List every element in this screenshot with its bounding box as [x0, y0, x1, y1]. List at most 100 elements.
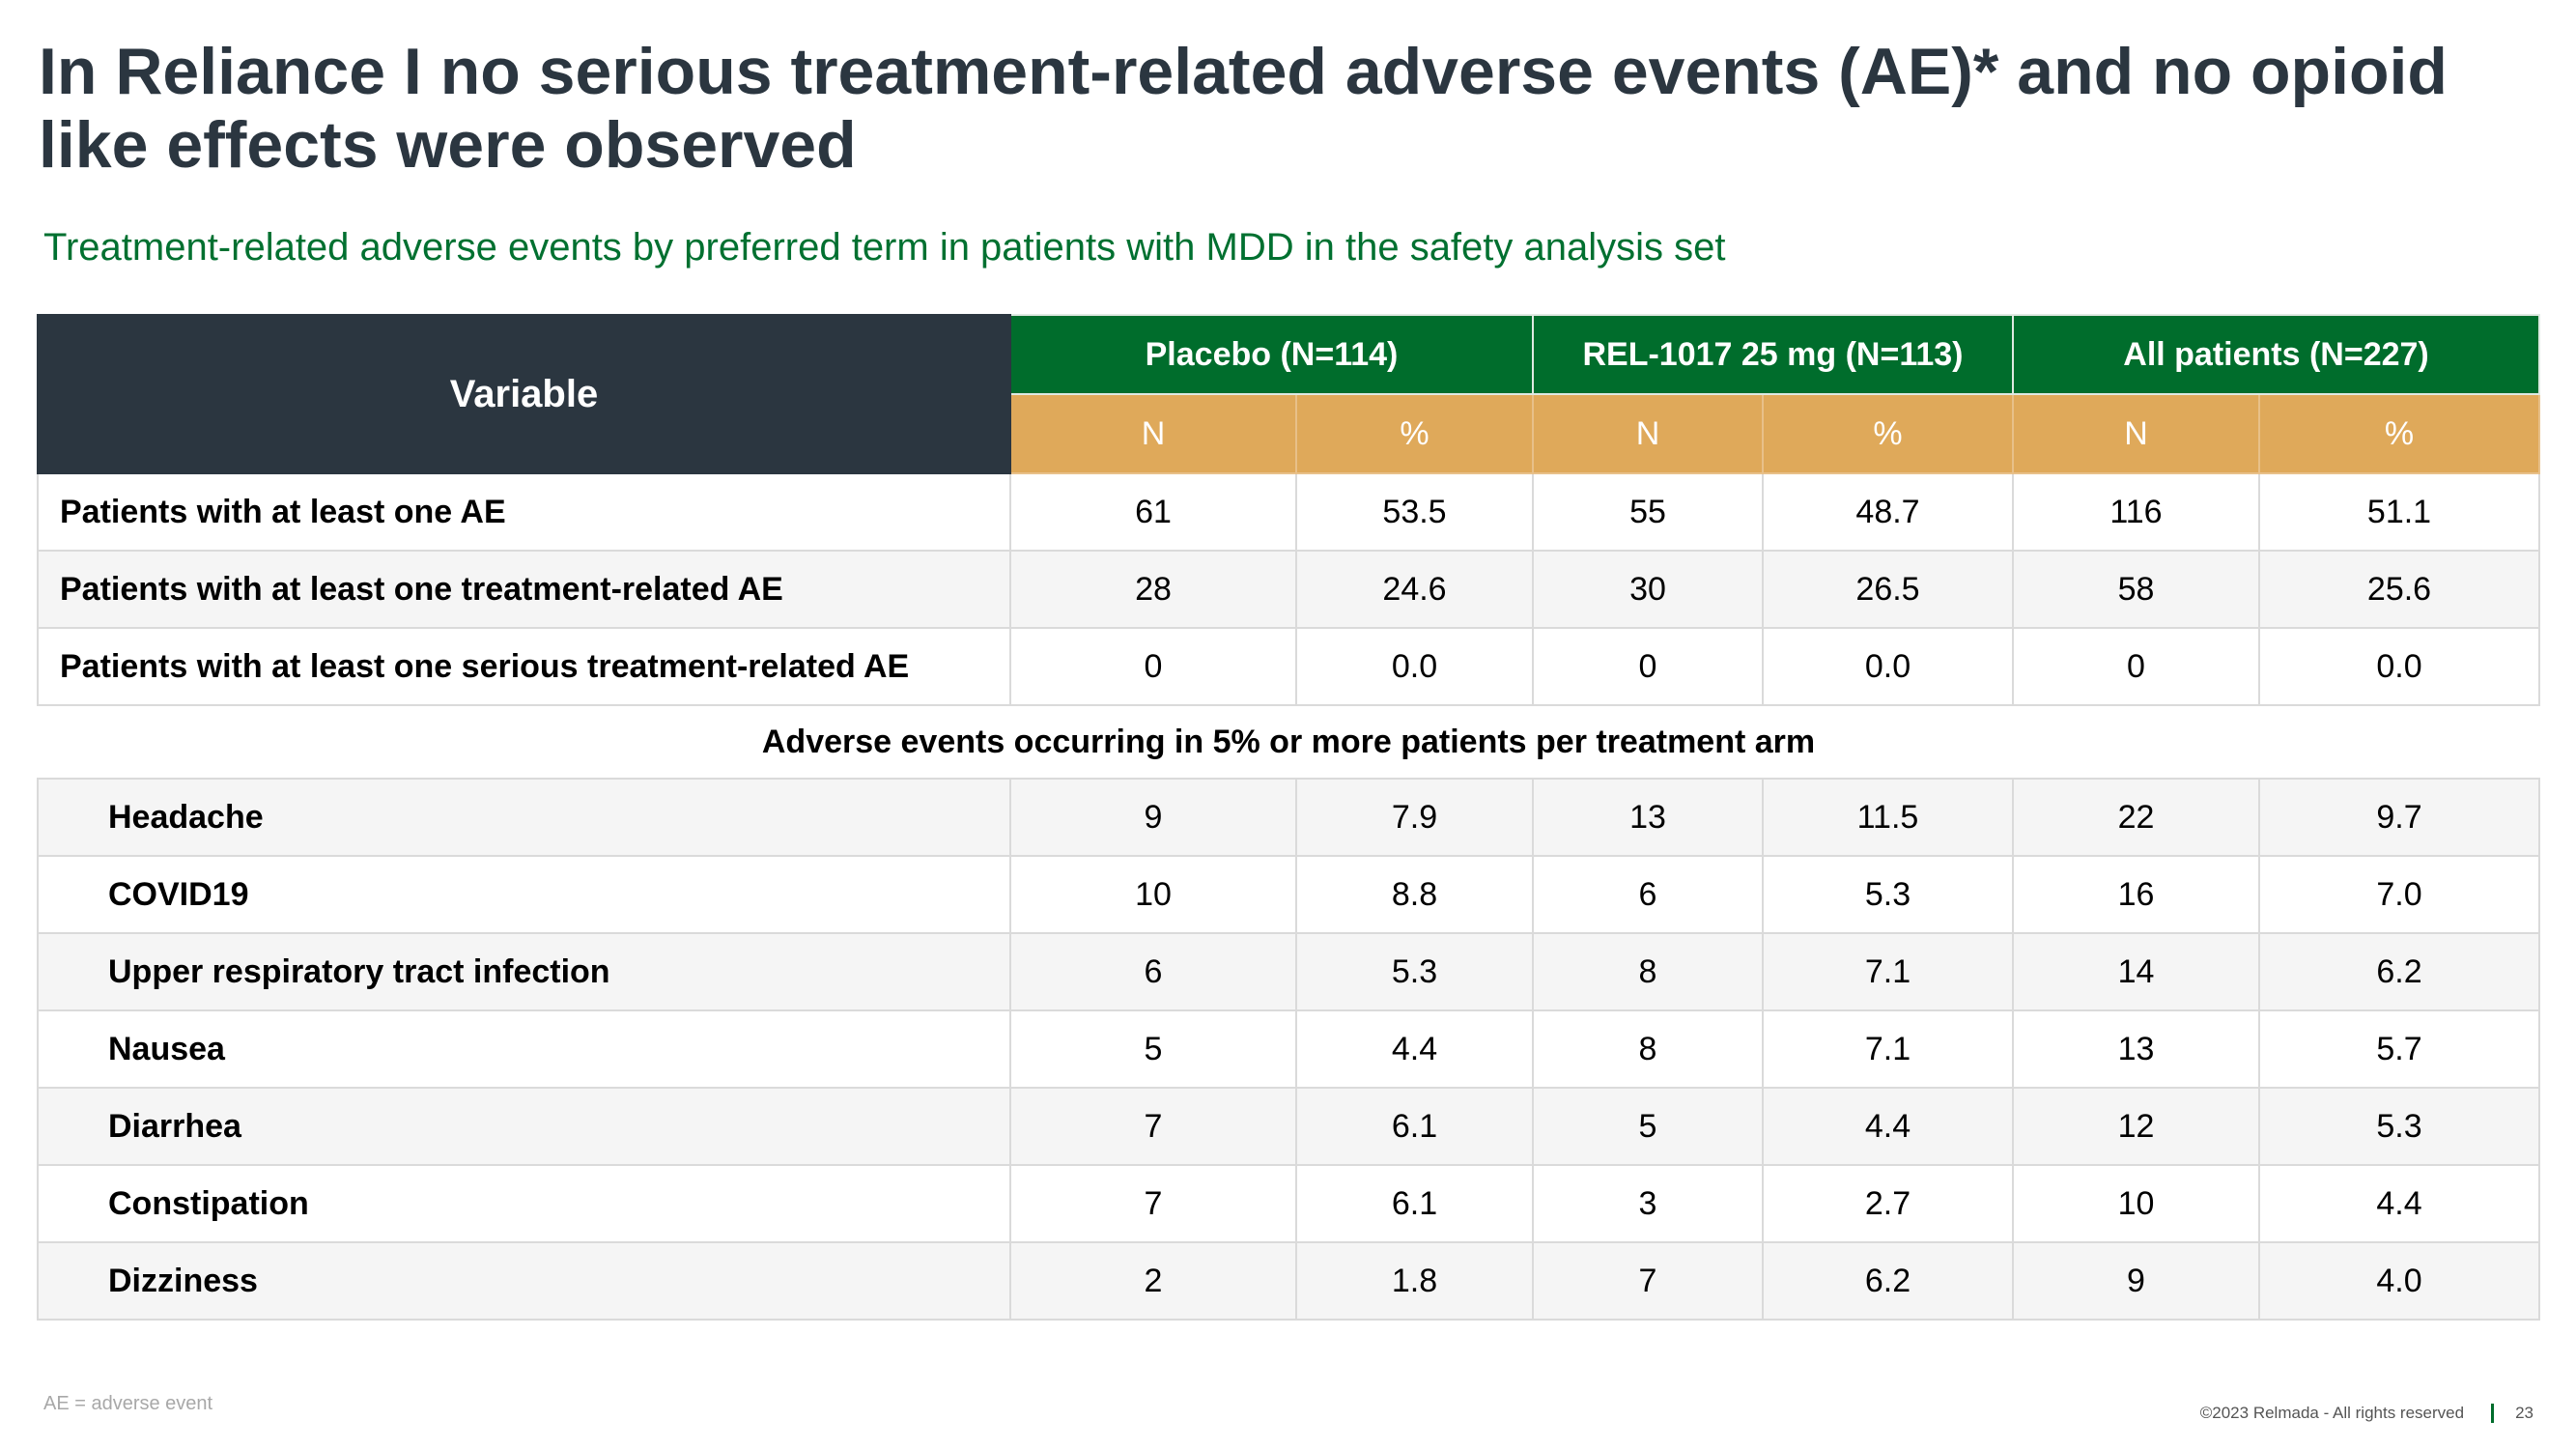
row-label: Patients with at least one AE	[37, 472, 1011, 552]
cell-count: 7	[1009, 1087, 1297, 1166]
cell-count: 5	[1532, 1087, 1764, 1166]
table-row: Headache 9 7.9 13 11.5 22 9.7	[37, 778, 2541, 857]
table-row: Upper respiratory tract infection 6 5.3 8 7.…	[37, 932, 2541, 1011]
cell-count: 5	[1009, 1009, 1297, 1089]
cell-percent: 4.4	[1295, 1009, 1534, 1089]
cell-count: 3	[1532, 1164, 1764, 1243]
cell-percent: 9.7	[2257, 778, 2541, 857]
cell-percent: 4.4	[1762, 1087, 2014, 1166]
cell-count: 22	[2012, 778, 2260, 857]
subheader-percent: %	[2257, 393, 2541, 474]
cell-count: 28	[1009, 550, 1297, 629]
cell-percent: 26.5	[1762, 550, 2014, 629]
cell-count: 9	[1009, 778, 1297, 857]
section-header-row: Adverse events occurring in 5% or more p…	[38, 704, 2540, 780]
table-row: Nausea 5 4.4 8 7.1 13 5.7	[37, 1009, 2541, 1089]
cell-percent: 7.1	[1762, 932, 2014, 1011]
row-label: Constipation	[37, 1164, 1011, 1243]
cell-percent: 53.5	[1295, 472, 1534, 552]
cell-count: 55	[1532, 472, 1764, 552]
cell-count: 7	[1532, 1241, 1764, 1321]
cell-count: 30	[1532, 550, 1764, 629]
row-label: Nausea	[37, 1009, 1011, 1089]
cell-count: 12	[2012, 1087, 2260, 1166]
cell-percent: 5.3	[2257, 1087, 2541, 1166]
cell-percent: 7.0	[2257, 855, 2541, 934]
group-header-rel-1017: REL-1017 25 mg (N=113)	[1532, 314, 2014, 395]
footer: ©2023 Relmada - All rights reserved 23	[2200, 1404, 2534, 1423]
subheader-n: N	[2012, 393, 2260, 474]
page-number: 23	[2515, 1404, 2534, 1422]
cell-count: 8	[1532, 1009, 1764, 1089]
row-label: COVID19	[37, 855, 1011, 934]
cell-percent: 5.3	[1762, 855, 2014, 934]
cell-percent: 2.7	[1762, 1164, 2014, 1243]
cell-count: 8	[1532, 932, 1764, 1011]
row-label: Headache	[37, 778, 1011, 857]
row-label: Patients with at least one serious treat…	[37, 627, 1011, 706]
row-label: Patients with at least one treatment-rel…	[37, 550, 1011, 629]
cell-percent: 7.9	[1295, 778, 1534, 857]
cell-count: 6	[1009, 932, 1297, 1011]
copyright: ©2023 Relmada - All rights reserved	[2199, 1404, 2465, 1422]
cell-percent: 48.7	[1762, 472, 2014, 552]
table-row: Patients with at least one serious treat…	[37, 627, 2541, 706]
cell-percent: 51.1	[2257, 472, 2541, 552]
cell-percent: 6.1	[1295, 1087, 1534, 1166]
cell-count: 16	[2012, 855, 2260, 934]
cell-count: 6	[1532, 855, 1764, 934]
footer-divider	[2491, 1404, 2495, 1423]
cell-count: 0	[2012, 627, 2260, 706]
cell-percent: 4.4	[2257, 1164, 2541, 1243]
cell-percent: 1.8	[1295, 1241, 1534, 1321]
table-row: Constipation 7 6.1 3 2.7 10 4.4	[37, 1164, 2541, 1243]
cell-count: 58	[2012, 550, 2260, 629]
variable-header: Variable	[37, 314, 1011, 474]
table-row: Patients with at least one treatment-rel…	[37, 550, 2541, 629]
group-header-all-patients: All patients (N=227)	[2011, 314, 2541, 395]
group-header-placebo: Placebo (N=114)	[1009, 314, 1534, 395]
table-row: Diarrhea 7 6.1 5 4.4 12 5.3	[37, 1087, 2541, 1166]
cell-percent: 11.5	[1762, 778, 2014, 857]
row-label: Diarrhea	[37, 1087, 1011, 1166]
cell-percent: 0.0	[2257, 627, 2541, 706]
cell-percent: 6.2	[1762, 1241, 2014, 1321]
cell-percent: 7.1	[1762, 1009, 2014, 1089]
footnote: AE = adverse event	[43, 1393, 213, 1414]
page-title: In Reliance I no serious treatment-relat…	[39, 35, 2448, 182]
subheader-percent: %	[1295, 393, 1534, 474]
cell-percent: 6.1	[1295, 1164, 1534, 1243]
cell-percent: 5.3	[1295, 932, 1534, 1011]
table-row: Dizziness 2 1.8 7 6.2 9 4.0	[37, 1241, 2541, 1321]
cell-count: 13	[1532, 778, 1764, 857]
cell-percent: 0.0	[1762, 627, 2014, 706]
cell-percent: 6.2	[2257, 932, 2541, 1011]
table-row: COVID19 10 8.8 6 5.3 16 7.0	[37, 855, 2541, 934]
cell-count: 14	[2012, 932, 2260, 1011]
cell-percent: 5.7	[2257, 1009, 2541, 1089]
cell-count: 9	[2012, 1241, 2260, 1321]
cell-percent: 0.0	[1295, 627, 1534, 706]
table-subtitle: Treatment-related adverse events by pref…	[43, 226, 1726, 269]
table-row: Patients with at least one AE 61 53.5 55 48.…	[37, 472, 2541, 552]
adverse-events-table: Variable Placebo (N=114) REL-1017 25 mg …	[37, 314, 2541, 1321]
row-label: Dizziness	[37, 1241, 1011, 1321]
cell-count: 61	[1009, 472, 1297, 552]
cell-percent: 25.6	[2257, 550, 2541, 629]
cell-count: 116	[2012, 472, 2260, 552]
cell-count: 2	[1009, 1241, 1297, 1321]
cell-count: 0	[1009, 627, 1297, 706]
cell-count: 13	[2012, 1009, 2260, 1089]
section-label: Adverse events occurring in 5% or more p…	[38, 704, 2540, 780]
cell-count: 10	[2012, 1164, 2260, 1243]
row-label: Upper respiratory tract infection	[37, 932, 1011, 1011]
cell-count: 0	[1532, 627, 1764, 706]
cell-count: 10	[1009, 855, 1297, 934]
cell-percent: 24.6	[1295, 550, 1534, 629]
cell-percent: 4.0	[2257, 1241, 2541, 1321]
subheader-percent: %	[1762, 393, 2014, 474]
subheader-n: N	[1532, 393, 1764, 474]
cell-percent: 8.8	[1295, 855, 1534, 934]
subheader-n: N	[1009, 393, 1297, 474]
cell-count: 7	[1009, 1164, 1297, 1243]
